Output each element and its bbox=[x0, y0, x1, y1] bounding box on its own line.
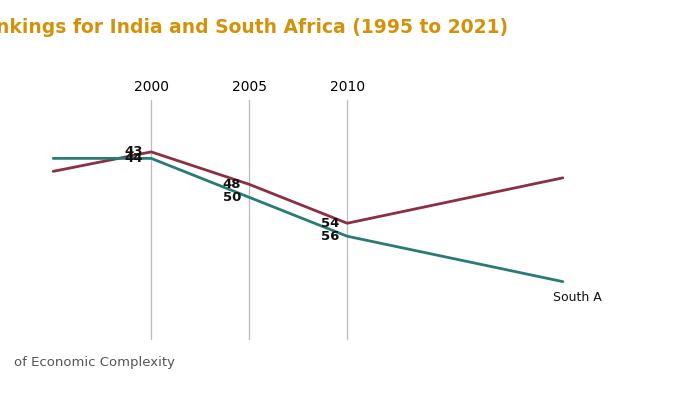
Text: of Economic Complexity: of Economic Complexity bbox=[14, 356, 175, 369]
Text: nkings for India and South Africa (1995 to 2021): nkings for India and South Africa (1995 … bbox=[0, 18, 509, 37]
Text: 56: 56 bbox=[321, 230, 340, 243]
Text: 43: 43 bbox=[125, 145, 144, 158]
Text: 50: 50 bbox=[223, 191, 242, 204]
Text: South A: South A bbox=[553, 291, 602, 304]
Text: 48: 48 bbox=[223, 178, 241, 191]
Text: 54: 54 bbox=[321, 217, 340, 230]
Text: 44: 44 bbox=[125, 152, 144, 165]
